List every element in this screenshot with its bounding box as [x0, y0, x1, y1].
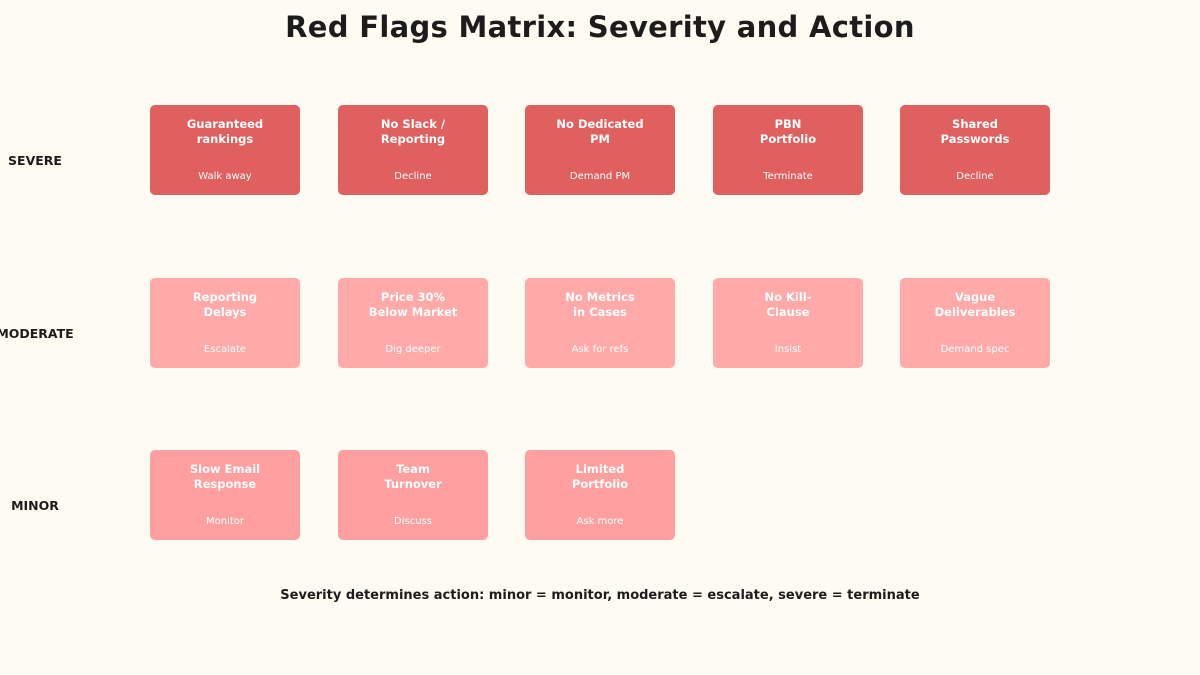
card-action: Ask more — [576, 516, 624, 527]
card-label: Reporting Delays — [192, 290, 258, 319]
card-label: Slow Email Response — [189, 462, 261, 491]
moderate-card: Vague Deliverables Demand spec — [900, 278, 1050, 368]
moderate-card: No Kill- Clause Insist — [713, 278, 863, 368]
page-title: Red Flags Matrix: Severity and Action — [285, 10, 915, 44]
severe-card: No Slack / Reporting Decline — [338, 105, 488, 195]
card-action: Terminate — [763, 171, 813, 182]
row-label-minor: MINOR — [11, 498, 59, 513]
severe-card: Guaranteed rankings Walk away — [150, 105, 300, 195]
card-action: Escalate — [203, 344, 247, 355]
card-label: Price 30% Below Market — [368, 290, 458, 319]
card-action: Monitor — [205, 516, 244, 527]
severe-card: Shared Passwords Decline — [900, 105, 1050, 195]
card-action: Decline — [394, 171, 432, 182]
card-label: No Metrics in Cases — [565, 290, 635, 319]
card-label: Limited Portfolio — [571, 462, 629, 491]
footnote: Severity determines action: minor = moni… — [280, 588, 920, 603]
card-action: Insist — [774, 344, 802, 355]
card-label: Team Turnover — [384, 462, 442, 491]
card-label: No Slack / Reporting — [380, 117, 446, 146]
card-label: No Kill- Clause — [764, 290, 812, 319]
card-action: Walk away — [198, 171, 252, 182]
moderate-card: Price 30% Below Market Dig deeper — [338, 278, 488, 368]
card-action: Demand spec — [940, 344, 1010, 355]
moderate-card: No Metrics in Cases Ask for refs — [525, 278, 675, 368]
row-label-severe: SEVERE — [8, 153, 62, 168]
minor-card: Slow Email Response Monitor — [150, 450, 300, 540]
severe-card: PBN Portfolio Terminate — [713, 105, 863, 195]
card-label: No Dedicated PM — [556, 117, 644, 146]
card-action: Demand PM — [569, 171, 631, 182]
card-action: Decline — [956, 171, 994, 182]
card-label: PBN Portfolio — [759, 117, 817, 146]
card-label: Vague Deliverables — [934, 290, 1016, 319]
card-label: Guaranteed rankings — [186, 117, 264, 146]
severe-card: No Dedicated PM Demand PM — [525, 105, 675, 195]
minor-card: Limited Portfolio Ask more — [525, 450, 675, 540]
card-label: Shared Passwords — [940, 117, 1010, 146]
card-action: Dig deeper — [385, 344, 441, 355]
minor-card: Team Turnover Discuss — [338, 450, 488, 540]
moderate-card: Reporting Delays Escalate — [150, 278, 300, 368]
row-label-moderate: MODERATE — [0, 326, 74, 341]
card-action: Ask for refs — [571, 344, 629, 355]
card-action: Discuss — [394, 516, 432, 527]
